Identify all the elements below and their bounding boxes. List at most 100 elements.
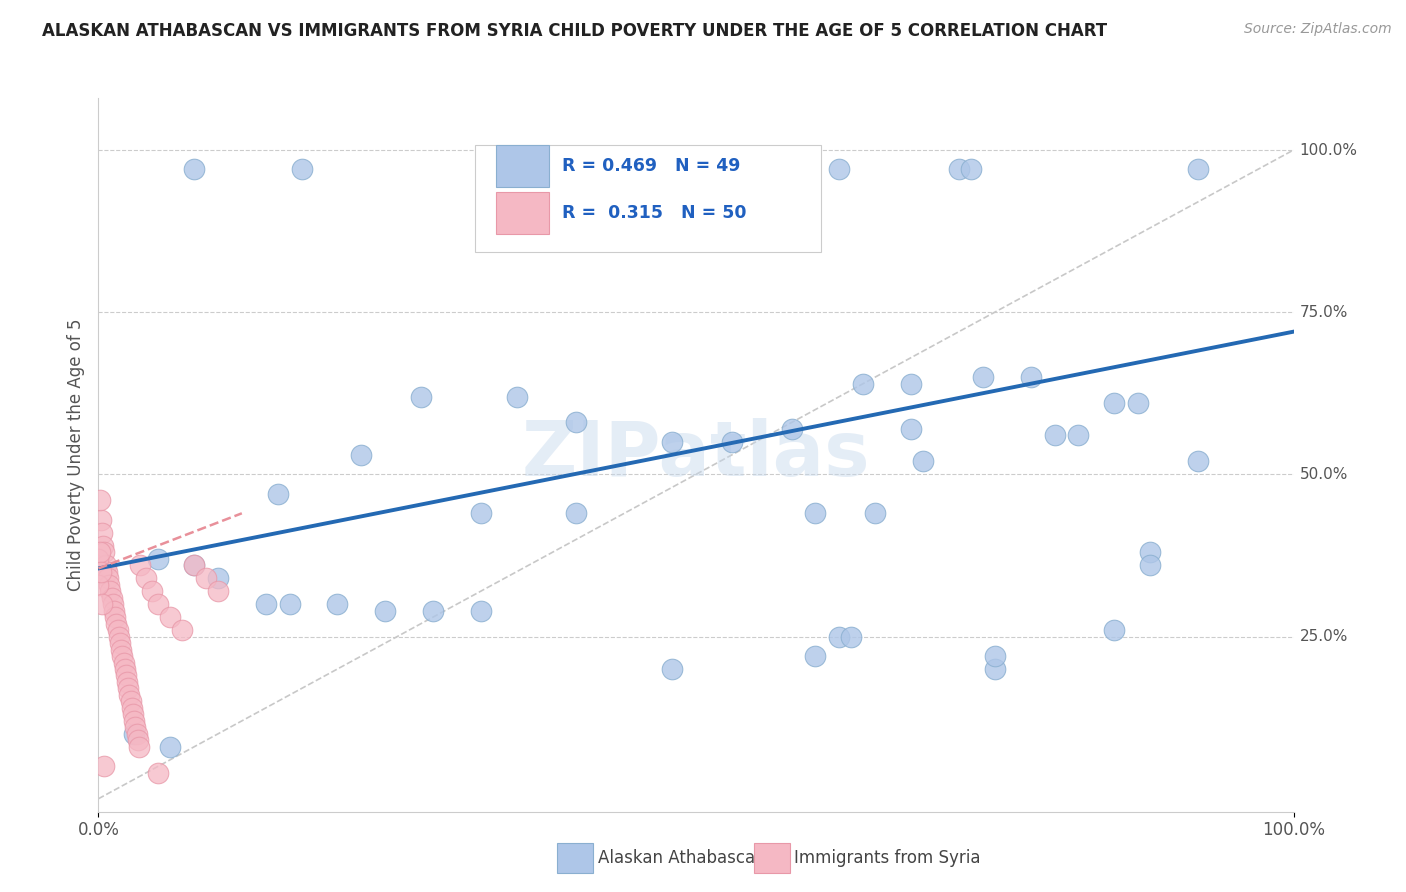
Point xyxy=(983,662,1005,676)
Point xyxy=(91,597,114,611)
Point xyxy=(422,604,444,618)
Point xyxy=(194,571,217,585)
Point xyxy=(159,739,181,754)
Point xyxy=(900,422,922,436)
Point xyxy=(135,571,157,585)
Point xyxy=(804,506,827,520)
Point xyxy=(1128,396,1150,410)
Point xyxy=(411,390,433,404)
Point xyxy=(90,565,112,579)
Point xyxy=(863,506,886,520)
Text: Source: ZipAtlas.com: Source: ZipAtlas.com xyxy=(1244,22,1392,37)
Point xyxy=(254,597,277,611)
Text: ZIPatlas: ZIPatlas xyxy=(522,418,870,491)
Point xyxy=(110,642,132,657)
FancyBboxPatch shape xyxy=(496,193,548,235)
Point xyxy=(721,434,744,449)
Point xyxy=(107,623,129,637)
Text: Immigrants from Syria: Immigrants from Syria xyxy=(794,849,981,867)
Point xyxy=(565,416,588,430)
Point xyxy=(1139,558,1161,573)
Text: 25.0%: 25.0% xyxy=(1299,629,1348,644)
Point xyxy=(159,610,181,624)
Text: 100.0%: 100.0% xyxy=(1299,143,1358,158)
Text: R = 0.469   N = 49: R = 0.469 N = 49 xyxy=(562,157,741,176)
Point xyxy=(94,558,117,573)
Point xyxy=(128,739,150,754)
Point xyxy=(959,162,981,177)
Point xyxy=(93,759,115,773)
Point xyxy=(98,577,121,591)
Point xyxy=(983,648,1005,663)
Point xyxy=(506,390,529,404)
Point xyxy=(93,545,115,559)
Point xyxy=(124,720,146,734)
Point xyxy=(124,714,146,728)
Y-axis label: Child Poverty Under the Age of 5: Child Poverty Under the Age of 5 xyxy=(66,318,84,591)
Point xyxy=(1187,454,1209,468)
Point xyxy=(108,636,131,650)
Point xyxy=(183,558,205,573)
Point xyxy=(90,513,112,527)
Point xyxy=(183,558,205,573)
Point xyxy=(91,525,114,540)
Text: Alaskan Athabascans: Alaskan Athabascans xyxy=(598,849,773,867)
Point xyxy=(828,162,851,177)
Point xyxy=(972,370,994,384)
Point xyxy=(183,162,205,177)
Point xyxy=(122,707,145,722)
Point xyxy=(129,558,152,573)
Point xyxy=(107,630,129,644)
Point xyxy=(121,701,143,715)
Point xyxy=(89,493,111,508)
Point xyxy=(91,539,114,553)
Point xyxy=(104,610,127,624)
Point xyxy=(1187,162,1209,177)
Point xyxy=(207,584,229,599)
Point xyxy=(948,162,970,177)
Point xyxy=(1043,428,1066,442)
Point xyxy=(1102,396,1125,410)
Point xyxy=(565,506,588,520)
Text: ALASKAN ATHABASCAN VS IMMIGRANTS FROM SYRIA CHILD POVERTY UNDER THE AGE OF 5 COR: ALASKAN ATHABASCAN VS IMMIGRANTS FROM SY… xyxy=(42,22,1108,40)
Point xyxy=(900,376,922,391)
Point xyxy=(267,487,290,501)
Point xyxy=(105,616,128,631)
Point xyxy=(118,688,141,702)
Point xyxy=(124,727,146,741)
Point xyxy=(1067,428,1090,442)
Point xyxy=(115,668,138,682)
Point xyxy=(911,454,934,468)
FancyBboxPatch shape xyxy=(475,145,821,252)
Point xyxy=(117,681,139,696)
Point xyxy=(350,448,373,462)
Text: 50.0%: 50.0% xyxy=(1299,467,1348,482)
FancyBboxPatch shape xyxy=(496,145,548,187)
Point xyxy=(661,434,683,449)
Point xyxy=(103,604,125,618)
Point xyxy=(172,623,194,637)
Point xyxy=(87,577,110,591)
Point xyxy=(1139,545,1161,559)
Point xyxy=(98,584,122,599)
Point xyxy=(290,162,312,177)
Point xyxy=(326,597,349,611)
Point xyxy=(278,597,301,611)
Point xyxy=(470,604,492,618)
Point xyxy=(112,656,135,670)
Point xyxy=(100,591,122,605)
Point xyxy=(115,675,138,690)
Point xyxy=(97,571,120,585)
Point xyxy=(120,694,142,708)
Point xyxy=(148,551,170,566)
Point xyxy=(661,662,683,676)
Point xyxy=(87,551,110,566)
Point xyxy=(1019,370,1042,384)
Point xyxy=(852,376,875,391)
Point xyxy=(828,630,851,644)
Point xyxy=(780,422,803,436)
Point xyxy=(127,733,149,747)
Text: 75.0%: 75.0% xyxy=(1299,305,1348,319)
Point xyxy=(114,662,136,676)
Point xyxy=(374,604,396,618)
